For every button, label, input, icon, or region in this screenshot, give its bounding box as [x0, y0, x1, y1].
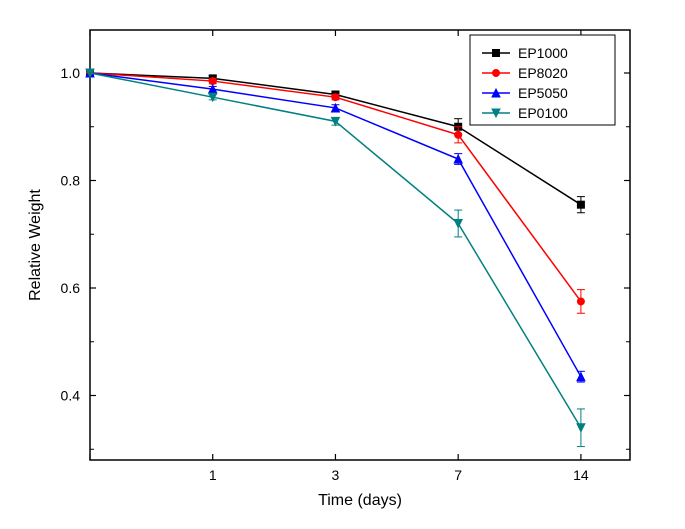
x-tick-label: 1 [209, 467, 217, 483]
legend-label: EP0100 [518, 105, 568, 121]
y-axis-label: Relative Weight [27, 189, 44, 301]
legend-label: EP8020 [518, 65, 568, 81]
line-chart: 0.4 0.6 0.8 1.0 1 3 7 14 Relative Weight Time (da… [0, 0, 685, 529]
legend-label: EP5050 [518, 85, 568, 101]
x-tick-label: 3 [332, 467, 340, 483]
y-tick-label: 0.8 [61, 173, 81, 189]
y-tick-label: 0.4 [61, 388, 81, 404]
y-tick-label: 1.0 [61, 65, 81, 81]
legend: EP1000 EP8020 EP5050 EP0100 [470, 35, 615, 125]
x-axis-label: Time (days) [318, 492, 402, 509]
y-tick-label: 0.6 [61, 280, 81, 296]
x-tick-label: 7 [454, 467, 462, 483]
chart-container: 0.4 0.6 0.8 1.0 1 3 7 14 Relative Weight Time (da… [0, 0, 685, 529]
legend-label: EP1000 [518, 45, 568, 61]
x-tick-label: 14 [573, 467, 589, 483]
